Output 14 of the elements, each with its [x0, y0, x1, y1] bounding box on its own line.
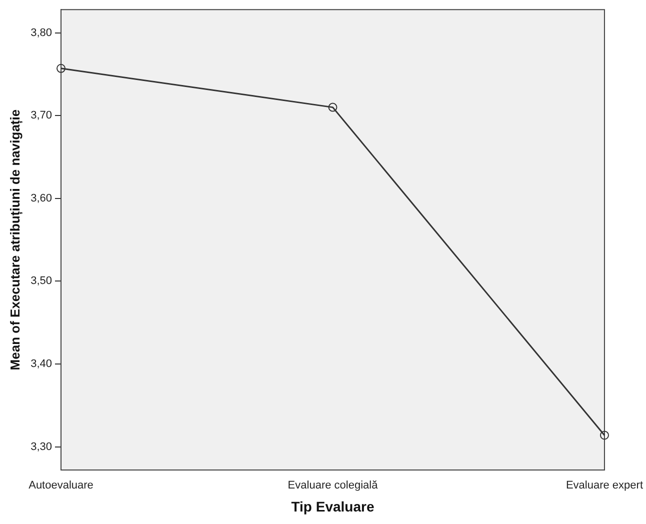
- x-tick-label: Autoevaluare: [28, 480, 94, 492]
- y-tick-label: 3,70: [30, 110, 52, 122]
- point: [600, 430, 609, 440]
- y-tick-label: 3,30: [30, 440, 52, 453]
- point: [56, 64, 66, 73]
- y-tick-label: 3,80: [30, 26, 52, 39]
- y-tick-label: 3,50: [30, 275, 52, 288]
- y-axis-title: Mean of Executare atribuțiuni de navigație: [7, 109, 24, 370]
- point: [328, 102, 338, 112]
- x-tick-label: Evaluare colegială: [288, 480, 379, 492]
- x-axis-title: Tip Evaluare: [291, 498, 374, 514]
- x-tick-label: Evaluare expert: [566, 480, 643, 492]
- y-tick-label: 3,60: [30, 192, 52, 204]
- y-tick-label: 3,40: [30, 358, 52, 370]
